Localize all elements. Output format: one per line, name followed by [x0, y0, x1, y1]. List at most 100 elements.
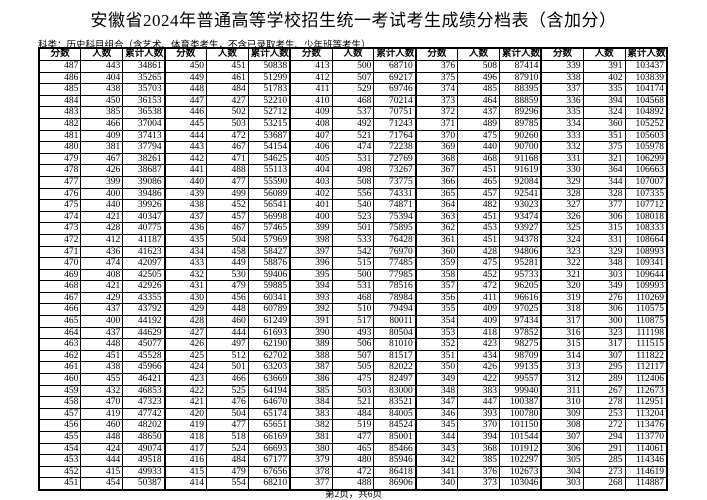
score-cell: 478 — [38, 164, 82, 177]
score-cell: 356 — [414, 291, 459, 305]
score-cell: 449 — [163, 71, 207, 85]
count-cell: 467 — [205, 141, 249, 154]
count-cell: 503 — [331, 384, 375, 398]
count-cell: 444 — [80, 454, 124, 467]
score-cell: 475 — [38, 199, 82, 212]
score-cell: 468 — [38, 280, 82, 293]
count-cell: 450 — [80, 94, 124, 108]
count-cell: 458 — [205, 245, 249, 259]
cumulative-cell: 111515 — [624, 338, 668, 351]
cumulative-cell: 61249 — [247, 315, 291, 328]
count-cell: 303 — [582, 268, 626, 282]
score-cell: 441 — [163, 164, 207, 177]
cumulative-cell: 114887 — [624, 477, 668, 491]
cumulative-cell: 54154 — [247, 141, 291, 154]
score-cell: 481 — [38, 129, 82, 143]
score-cell: 402 — [289, 187, 333, 201]
score-cell: 458 — [38, 396, 82, 409]
score-cell: 415 — [163, 465, 207, 479]
count-cell: 394 — [582, 94, 626, 108]
score-cell: 361 — [414, 233, 459, 247]
score-cell: 323 — [540, 245, 584, 259]
cumulative-cell: 100780 — [498, 407, 542, 421]
score-cell: 426 — [163, 338, 207, 351]
count-cell: 348 — [582, 257, 626, 270]
cumulative-cell: 113204 — [624, 407, 668, 421]
count-cell: 467 — [205, 222, 249, 235]
cumulative-cell: 92541 — [498, 187, 542, 201]
score-cell: 338 — [540, 71, 584, 85]
count-cell: 419 — [80, 407, 124, 421]
count-cell: 437 — [80, 303, 124, 317]
count-cell: 505 — [331, 361, 375, 375]
count-cell: 475 — [457, 257, 500, 270]
count-cell: 253 — [582, 407, 626, 421]
count-cell: 518 — [205, 431, 249, 444]
table-row: 471 436 41623 434 458 58427 397 542 76970 360 428 9… — [38, 245, 668, 259]
count-cell: 503 — [205, 117, 249, 131]
table-row: 486 404 35265 449 461 51299 412 507 69217 375 496 8… — [38, 71, 668, 85]
cumulative-cell: 108664 — [624, 233, 668, 247]
cumulative-cell: 99557 — [498, 373, 542, 386]
score-cell: 448 — [163, 83, 207, 96]
count-cell: 267 — [582, 384, 626, 398]
count-cell: 399 — [80, 175, 124, 189]
score-cell: 486 — [38, 71, 82, 85]
cumulative-cell: 62190 — [247, 338, 291, 351]
count-cell: 472 — [457, 280, 500, 293]
count-cell: 452 — [205, 199, 249, 212]
cumulative-header: 累计人数 — [247, 47, 291, 61]
score-cell: 467 — [38, 291, 82, 305]
cumulative-cell: 109993 — [624, 280, 668, 293]
count-cell: 456 — [205, 291, 249, 305]
score-cell: 318 — [540, 303, 584, 317]
cumulative-cell: 81010 — [373, 338, 417, 351]
table-row: 455 448 48650 418 518 66169 381 477 85001 344 394 1… — [38, 431, 668, 444]
count-cell: 540 — [331, 199, 375, 212]
score-cell: 313 — [540, 361, 584, 375]
count-cell: 437 — [80, 326, 124, 340]
count-header: 人数 — [582, 47, 626, 61]
score-cell: 429 — [163, 303, 207, 317]
cumulative-cell: 50838 — [247, 60, 291, 73]
cumulative-cell: 83521 — [373, 396, 417, 409]
cumulative-cell: 79494 — [373, 303, 417, 317]
cumulative-cell: 38687 — [122, 164, 166, 177]
score-cell: 485 — [38, 83, 82, 96]
cumulative-cell: 53215 — [247, 117, 291, 131]
score-cell: 418 — [163, 431, 207, 444]
score-cell: 306 — [540, 442, 584, 456]
score-cell: 381 — [289, 431, 333, 444]
score-cell: 450 — [163, 60, 207, 73]
score-cell: 350 — [414, 361, 459, 375]
table-row: 476 400 39486 439 499 56089 402 556 74331 365 457 9… — [38, 187, 668, 201]
score-cell: 431 — [163, 280, 207, 293]
page-number: 第2页，共6页 — [324, 490, 382, 500]
count-cell: 428 — [80, 222, 124, 235]
count-cell: 329 — [582, 245, 626, 259]
score-cell: 304 — [540, 465, 584, 479]
cumulative-cell: 114346 — [624, 454, 668, 467]
count-cell: 464 — [457, 94, 500, 108]
count-cell: 370 — [457, 419, 500, 432]
score-cell: 413 — [289, 60, 333, 73]
count-cell: 471 — [205, 152, 249, 166]
count-cell: 306 — [582, 303, 626, 317]
cumulative-cell: 110575 — [624, 303, 668, 317]
score-cell: 349 — [414, 373, 459, 386]
score-cell: 473 — [38, 222, 82, 235]
count-cell: 328 — [582, 187, 626, 201]
count-cell: 381 — [80, 141, 124, 154]
cumulative-cell: 101150 — [498, 419, 542, 432]
score-cell: 343 — [414, 442, 459, 456]
cumulative-cell: 112406 — [624, 373, 668, 386]
cumulative-cell: 108993 — [624, 245, 668, 259]
cumulative-cell: 110269 — [624, 291, 668, 305]
score-cell: 391 — [289, 315, 333, 328]
score-cell: 366 — [414, 175, 459, 189]
score-cell: 438 — [163, 199, 207, 212]
score-distribution-table: 分数 人数 累计人数 分数 人数 累计人数 分数 人数 累计人数 分数 人数 累计人数 分数 人数 累计人数… — [38, 47, 668, 491]
cumulative-header: 累计人数 — [122, 47, 166, 61]
score-cell: 480 — [38, 141, 82, 154]
cumulative-cell: 59406 — [247, 268, 291, 282]
